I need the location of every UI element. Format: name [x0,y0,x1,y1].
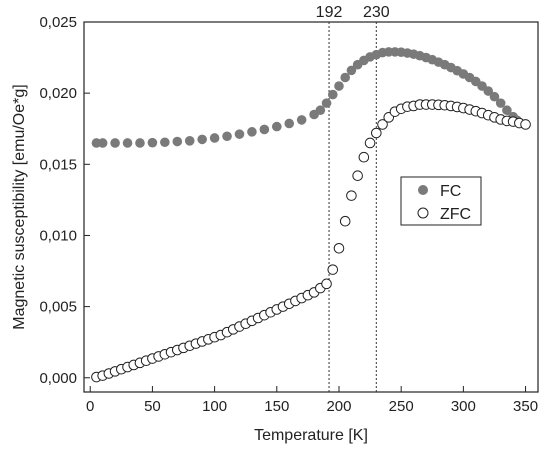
y-tick-label: 0,015 [39,156,77,173]
x-tick-label: 100 [202,398,227,415]
legend-fc-label: FC [440,183,461,200]
data-point [346,65,357,76]
x-tick-label: 250 [389,398,414,415]
data-point [377,119,388,130]
x-tick-label: 50 [144,398,161,415]
data-point [247,127,257,137]
x-tick-label: 300 [451,398,476,415]
data-point [321,98,332,108]
legend-zfc-marker [417,207,429,219]
axis-ticks: 0 50 100 150 200 250 300 350 0,000 0,005 0,010 0,01… [39,14,538,415]
reference-line-label: 192 [316,4,343,21]
data-point [184,136,195,146]
reference-lines: 192 230 [316,4,390,392]
reference-line-label: 230 [363,4,390,21]
y-tick-label: 0,025 [39,14,77,31]
data-point [296,115,307,125]
data-point [327,89,338,100]
legend-fc-marker [418,185,428,195]
legend-zfc-label: ZFC [440,206,471,223]
data-point [483,86,494,96]
data-point [489,91,500,102]
x-tick-label: 200 [326,398,351,415]
data-point [364,137,376,149]
data-point [110,138,120,148]
y-tick-label: 0,020 [39,85,77,102]
data-point [259,124,270,135]
y-tick-label: 0,005 [39,299,77,316]
data-series [91,47,531,383]
x-tick-label: 0 [86,398,94,415]
data-point [234,129,245,139]
plot-frame [83,21,539,393]
legend-box [400,176,482,226]
data-point [327,264,339,275]
data-point [315,105,326,116]
data-point [346,190,357,201]
data-point [222,131,232,142]
data-point [321,278,332,290]
data-point [358,151,370,163]
y-axis-title: Magnetic susceptibility [emu/Oe*g] [11,84,28,329]
series-fc [91,47,522,148]
data-point [495,98,506,108]
x-tick-label: 150 [264,398,289,415]
data-point [334,81,344,91]
legend: FC ZFC [400,176,482,226]
data-point [97,138,108,148]
x-tick-label: 350 [513,398,538,415]
data-point [160,137,170,148]
data-point [371,127,382,139]
data-point [339,215,351,227]
data-point [284,118,295,129]
data-point [172,136,183,147]
data-point [122,138,133,148]
data-point [502,105,512,116]
y-tick-label: 0,000 [39,370,77,387]
series-zfc [91,99,531,383]
y-tick-label: 0,010 [39,227,77,244]
data-point [209,133,220,143]
data-point [271,121,282,132]
data-point [340,72,351,83]
data-point [197,134,207,145]
data-point [333,242,345,254]
data-point [520,119,531,130]
data-point [135,138,145,148]
data-point [147,137,158,148]
data-point [352,170,363,181]
x-axis-title: Temperature [K] [254,427,368,444]
